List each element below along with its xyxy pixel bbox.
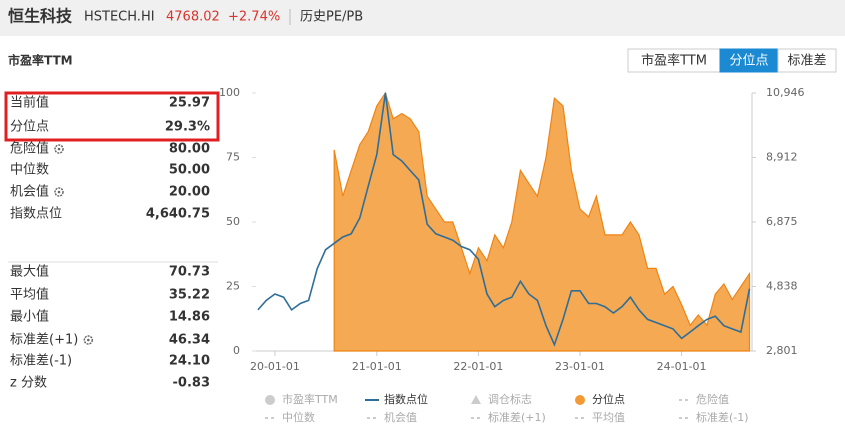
stat-label: 机会值 [10,184,49,200]
legend-symbol [575,395,585,405]
legend-label[interactable]: 标准差(-1) [696,410,749,424]
stat-value: 50.00 [169,163,210,178]
stat-value: 24.10 [169,354,210,369]
tab-label[interactable]: 分位点 [729,54,768,69]
highlight-box [4,91,220,142]
legend-symbol [471,395,481,404]
stat-label: 危险值 [10,141,49,157]
gear-icon-center [57,147,61,151]
gear-icon[interactable] [54,187,64,197]
x-tick-label: 23-01-01 [555,360,605,373]
gear-icon-center [87,338,90,342]
x-tick-label: 24-01-01 [657,360,707,373]
legend-label[interactable]: 分位点 [592,392,625,406]
legend-label[interactable]: 中位数 [282,410,315,424]
stat-value: 25.97 [169,96,210,111]
y-tick-label: 25 [226,280,240,293]
header-bar [0,0,845,36]
stat-label: 指数点位 [10,207,62,222]
legend-symbol [265,395,275,405]
stat-value: 14.86 [169,310,210,325]
legend-label[interactable]: 平均值 [592,411,625,424]
y-tick-label: 0 [233,344,240,357]
y2-tick-label: 4,838 [766,279,798,292]
section-title: 市盈率TTM [8,53,73,68]
x-tick-label: 22-01-01 [453,360,503,373]
y2-tick-label: 10,946 [766,86,805,99]
legend-label[interactable]: 调仓标志 [488,392,532,406]
stat-value: 20.00 [169,185,210,200]
legend-label[interactable]: 危险值 [696,392,729,406]
stat-label: 最大值 [10,264,49,280]
stat-value: 29.3% [165,120,210,135]
gear-icon-center [57,190,61,194]
stat-value: 4,640.75 [146,207,210,222]
y-tick-label: 50 [226,215,240,228]
stat-value: 35.22 [169,288,210,303]
y-tick-label: 100 [219,86,240,99]
stat-value: 46.34 [169,333,210,348]
stat-label: z 分数 [10,376,47,391]
index-code: HSTECH.HI [84,10,155,25]
x-tick-label: 21-01-01 [352,360,402,373]
index-name: 恒生科技 [8,7,73,26]
y2-tick-label: 6,875 [766,215,798,228]
y-tick-label: 75 [226,151,240,164]
stat-label: 标准差(-1) [10,354,72,369]
gear-icon[interactable] [54,144,64,154]
stat-label: 当前值 [10,95,49,111]
stat-value: 70.73 [169,265,210,280]
stat-value: 80.00 [169,142,210,157]
gear-icon[interactable] [83,335,94,345]
legend-label[interactable]: 机会值 [384,410,417,424]
stat-label: 中位数 [10,163,49,178]
stat-label: 标准差(+1) [10,333,78,348]
legend-label[interactable]: 指数点位 [384,392,428,406]
change: +2.74% [228,10,280,25]
stat-value: -0.83 [173,376,210,391]
tab-label[interactable]: 标准差 [787,54,826,69]
stat-label: 分位点 [10,120,49,135]
stat-label: 平均值 [10,287,49,303]
x-tick-label: 20-01-01 [250,360,300,373]
legend-label[interactable]: 市盈率TTM [282,392,338,406]
legend-label[interactable]: 标准差(+1) [488,410,546,424]
y2-tick-label: 8,912 [766,150,798,163]
y2-tick-label: 2,801 [766,344,798,357]
stat-label: 最小值 [10,309,49,325]
tab-button[interactable] [777,48,837,73]
history-link[interactable]: 历史PE/PB [300,10,363,25]
index-line [257,92,751,347]
percentile-area [333,91,751,352]
tab-label[interactable]: 市盈率TTM [641,53,707,69]
price: 4768.02 [166,10,220,25]
